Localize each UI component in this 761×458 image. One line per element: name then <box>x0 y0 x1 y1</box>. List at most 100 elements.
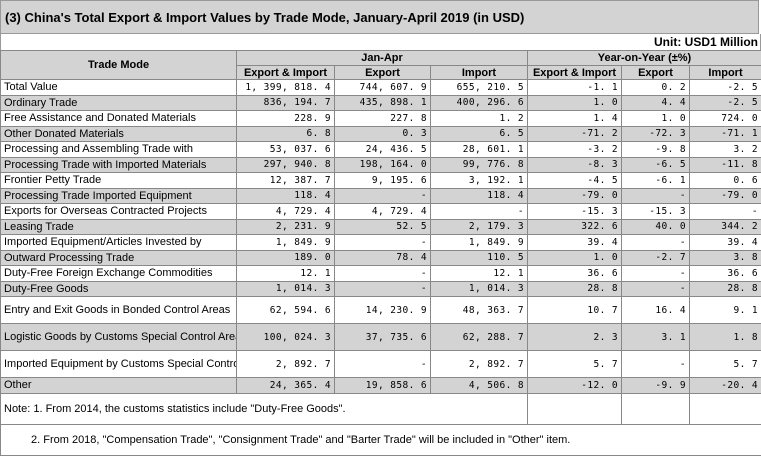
export-import-cell: 1, 399, 818. 4 <box>236 79 335 96</box>
yoy-export-cell: -6. 5 <box>621 156 690 173</box>
export-cell: - <box>334 280 431 297</box>
import-cell: 2, 892. 7 <box>430 350 528 378</box>
trade-mode-cell: Entry and Exit Goods in Bonded Control A… <box>0 296 237 324</box>
import-cell: 28, 601. 1 <box>430 141 528 158</box>
trade-mode-cell: Ordinary Trade <box>0 94 237 111</box>
export-import-cell: 189. 0 <box>236 249 335 266</box>
note-row: Note: 1. From 2014, the customs statisti… <box>0 392 761 425</box>
import-cell: 655, 210. 5 <box>430 79 528 96</box>
yoy-export-cell: 1. 0 <box>621 110 690 127</box>
export-cell: 24, 436. 5 <box>334 141 431 158</box>
yoy-export-cell: - <box>621 234 690 251</box>
table-row: Total Value 1, 399, 818. 4 744, 607. 9 6… <box>0 79 761 96</box>
trade-mode-cell: Imported Equipment by Customs Special Co… <box>0 350 237 378</box>
trade-mode-cell: Duty-Free Foreign Exchange Commodities <box>0 265 237 282</box>
export-import-cell: 12. 1 <box>236 265 335 282</box>
yoy-export-import-cell: 10. 7 <box>527 296 622 324</box>
yoy-import-cell: -2. 5 <box>688 94 761 111</box>
note-empty-cell <box>688 392 761 425</box>
import-cell: 48, 363. 7 <box>430 296 528 324</box>
yoy-import-cell: 1. 8 <box>688 323 761 351</box>
import-cell: 2, 179. 3 <box>430 218 528 235</box>
yoy-export-import-cell: 28. 8 <box>527 280 622 297</box>
export-cell: 4, 729. 4 <box>334 203 431 220</box>
yoy-export-cell: -15. 3 <box>621 203 690 220</box>
yoy-export-cell: - <box>621 280 690 297</box>
table-row: Leasing Trade 2, 231. 9 52. 5 2, 179. 3 … <box>0 218 761 235</box>
note-1: Note: 1. From 2014, the customs statisti… <box>0 392 528 425</box>
header-jan-apr: Jan-Apr <box>236 50 528 66</box>
export-cell: 0. 3 <box>334 125 431 142</box>
yoy-export-cell: -9. 8 <box>621 141 690 158</box>
yoy-export-cell: 0. 2 <box>621 79 690 96</box>
note-empty-cell <box>527 392 622 425</box>
yoy-import-cell: 9. 1 <box>688 296 761 324</box>
table-row: Exports for Overseas Contracted Projects… <box>0 203 761 220</box>
trade-mode-cell: Duty-Free Goods <box>0 280 237 297</box>
import-cell: 1, 849. 9 <box>430 234 528 251</box>
yoy-import-cell: 344. 2 <box>688 218 761 235</box>
yoy-export-import-cell: -8. 3 <box>527 156 622 173</box>
import-cell: 110. 5 <box>430 249 528 266</box>
import-cell: 4, 506. 8 <box>430 377 528 394</box>
header-export-import: Export & Import <box>236 65 335 80</box>
note-empty-cell <box>621 392 690 425</box>
table-row: Outward Processing Trade 189. 0 78. 4 11… <box>0 249 761 266</box>
yoy-import-cell: -11. 8 <box>688 156 761 173</box>
table-row: Logistic Goods by Customs Special Contro… <box>0 323 761 351</box>
export-cell: 744, 607. 9 <box>334 79 431 96</box>
trade-mode-cell: Free Assistance and Donated Materials <box>0 110 237 127</box>
table-row: Processing Trade Imported Equipment 118.… <box>0 187 761 204</box>
table-row: Ordinary Trade 836, 194. 7 435, 898. 1 4… <box>0 94 761 111</box>
export-import-cell: 228. 9 <box>236 110 335 127</box>
export-cell: 9, 195. 6 <box>334 172 431 189</box>
yoy-export-import-cell: 1. 0 <box>527 249 622 266</box>
trade-mode-cell: Processing Trade with Imported Materials <box>0 156 237 173</box>
export-cell: - <box>334 187 431 204</box>
table-row: Imported Equipment/Articles Invested by … <box>0 234 761 251</box>
yoy-export-cell: -6. 1 <box>621 172 690 189</box>
export-cell: - <box>334 234 431 251</box>
header-yoy-import: Import <box>688 65 761 80</box>
yoy-import-cell: 28. 8 <box>688 280 761 297</box>
table-row: Duty-Free Goods 1, 014. 3 - 1, 014. 3 28… <box>0 280 761 297</box>
yoy-import-cell: 724. 0 <box>688 110 761 127</box>
table-row: Other Donated Materials 6. 8 0. 3 6. 5 -… <box>0 125 761 142</box>
export-cell: 78. 4 <box>334 249 431 266</box>
table-row: Free Assistance and Donated Materials 22… <box>0 110 761 127</box>
yoy-import-cell: 0. 6 <box>688 172 761 189</box>
import-cell: 1, 014. 3 <box>430 280 528 297</box>
export-import-cell: 6. 8 <box>236 125 335 142</box>
header-row-2: Export & Import Export Import Export & I… <box>1 65 761 80</box>
yoy-export-import-cell: 322. 6 <box>527 218 622 235</box>
import-cell: - <box>430 203 528 220</box>
trade-mode-cell: Total Value <box>0 79 237 96</box>
export-cell: 52. 5 <box>334 218 431 235</box>
yoy-import-cell: - <box>688 203 761 220</box>
header-yoy: Year-on-Year (±%) <box>526 50 761 66</box>
export-import-cell: 836, 194. 7 <box>236 94 335 111</box>
trade-mode-cell: Other Donated Materials <box>0 125 237 142</box>
export-cell: 198, 164. 0 <box>334 156 431 173</box>
note-2: 2. From 2018, "Compensation Trade", "Con… <box>0 423 761 456</box>
import-cell: 118. 4 <box>430 187 528 204</box>
yoy-export-cell: - <box>621 265 690 282</box>
export-cell: 435, 898. 1 <box>334 94 431 111</box>
import-cell: 3, 192. 1 <box>430 172 528 189</box>
table-row: Imported Equipment by Customs Special Co… <box>0 350 761 378</box>
export-import-cell: 1, 849. 9 <box>236 234 335 251</box>
export-import-cell: 53, 037. 6 <box>236 141 335 158</box>
trade-mode-cell: Leasing Trade <box>0 218 237 235</box>
trade-mode-cell: Logistic Goods by Customs Special Contro… <box>0 323 237 351</box>
header-row-1: Trade Mode Jan-Apr Year-on-Year (±%) <box>0 50 761 80</box>
yoy-import-cell: 3. 8 <box>688 249 761 266</box>
export-cell: 37, 735. 6 <box>334 323 431 351</box>
trade-mode-cell: Imported Equipment/Articles Invested by <box>0 234 237 251</box>
yoy-export-import-cell: 1. 4 <box>527 110 622 127</box>
export-import-cell: 297, 940. 8 <box>236 156 335 173</box>
yoy-import-cell: 5. 7 <box>688 350 761 378</box>
yoy-export-import-cell: 1. 0 <box>527 94 622 111</box>
yoy-import-cell: -20. 4 <box>688 377 761 394</box>
trade-mode-cell: Outward Processing Trade <box>0 249 237 266</box>
import-cell: 99, 776. 8 <box>430 156 528 173</box>
